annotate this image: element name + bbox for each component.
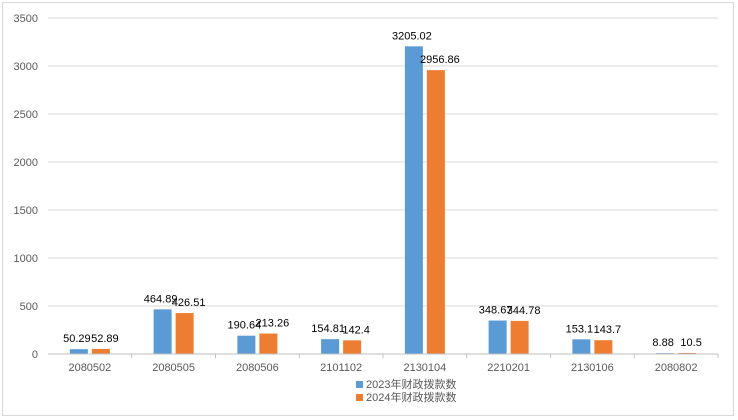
data-label: 2956.86 <box>420 54 460 66</box>
data-label: 344.78 <box>507 305 541 317</box>
data-label: 8.88 <box>652 337 673 349</box>
x-tick-label: 2080802 <box>655 362 698 374</box>
x-tick-label: 2210201 <box>487 362 530 374</box>
data-label: 3205.02 <box>392 30 432 42</box>
legend-swatch <box>356 394 363 401</box>
x-tick-label: 2130104 <box>403 362 446 374</box>
bar <box>488 320 507 354</box>
data-label: 50.29 <box>63 333 91 345</box>
x-axis: 2080502 2080505 2080506 2101102 2130104 22102… <box>48 353 719 374</box>
y-tick-label: 2000 <box>14 157 38 169</box>
y-tick-label: 1000 <box>14 253 38 265</box>
data-label: 426.51 <box>172 297 206 309</box>
legend-label: 2023年财政拨款数 <box>366 377 456 391</box>
x-tick-label: 2101102 <box>320 362 362 374</box>
y-tick-label: 1500 <box>14 205 38 217</box>
bar <box>594 340 613 354</box>
bar <box>404 46 423 354</box>
x-tick-label: 2130106 <box>571 362 614 374</box>
data-label: 348.67 <box>479 305 513 317</box>
data-label: 153.1 <box>566 323 594 335</box>
x-tick-label: 2080506 <box>236 362 279 374</box>
bar <box>153 309 172 354</box>
data-label: 52.89 <box>91 333 119 345</box>
y-tick-label: 3500 <box>14 13 38 25</box>
data-label: 464.89 <box>144 293 178 305</box>
bar <box>426 70 445 354</box>
data-label: 190.64 <box>228 320 262 332</box>
bar <box>510 320 529 354</box>
bar <box>91 348 110 354</box>
y-tick-label: 2500 <box>14 109 38 121</box>
data-label: 143.7 <box>594 324 622 336</box>
bar <box>678 352 697 354</box>
bar <box>175 313 194 354</box>
bar <box>69 349 88 354</box>
data-label: 154.81 <box>311 323 345 335</box>
y-tick-label: 0 <box>32 349 38 361</box>
bar <box>237 335 256 354</box>
data-label: 213.26 <box>256 318 290 330</box>
x-tick-label: 2080502 <box>68 362 111 374</box>
bar <box>321 339 340 354</box>
legend-swatch <box>356 381 363 388</box>
legend-label: 2024年财政拨款数 <box>366 390 456 404</box>
x-tick-label: 2080505 <box>152 362 195 374</box>
data-label: 142.4 <box>342 324 370 336</box>
bar <box>259 333 278 354</box>
y-tick-label: 500 <box>20 301 38 313</box>
bars <box>69 46 697 354</box>
bar <box>572 339 591 354</box>
y-axis: 0 500 1000 1500 2000 2500 3000 3500 <box>14 13 38 361</box>
data-label: 10.5 <box>680 337 701 349</box>
gridlines <box>48 17 718 307</box>
bar <box>343 340 362 354</box>
y-tick-label: 3000 <box>14 61 38 73</box>
